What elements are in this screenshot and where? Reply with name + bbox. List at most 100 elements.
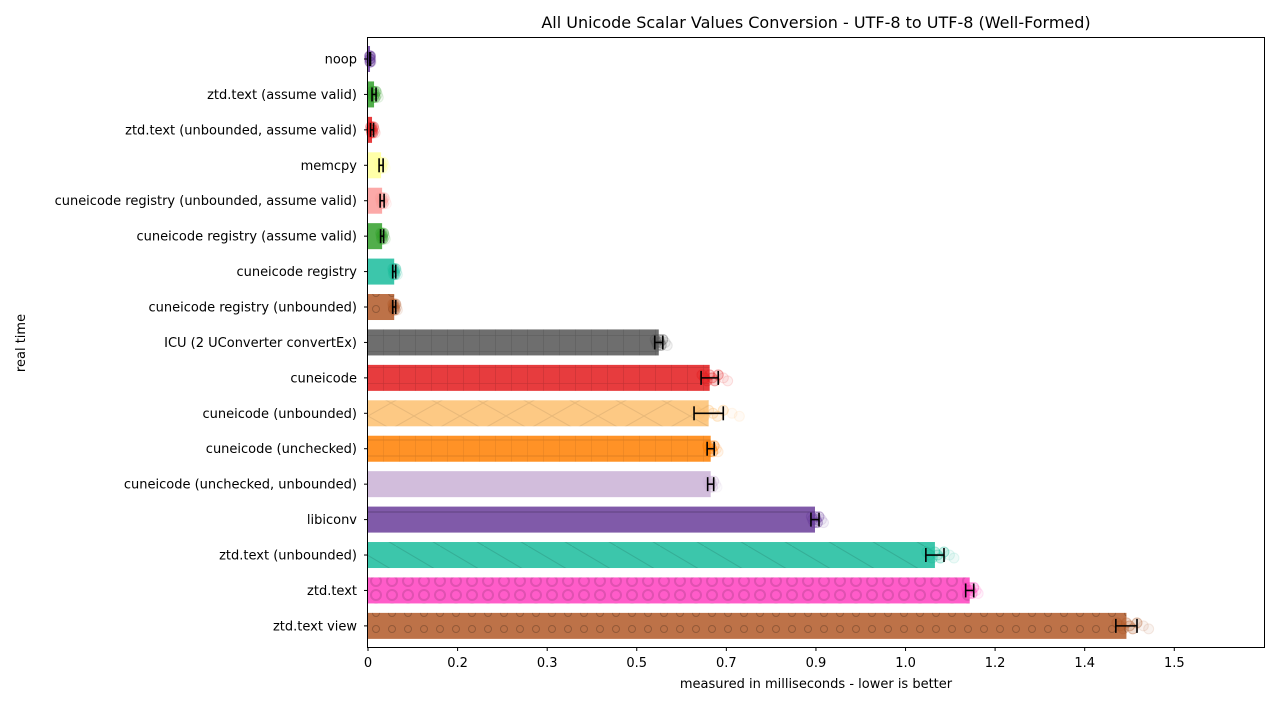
error-bar xyxy=(706,477,715,492)
bar-group xyxy=(368,152,382,179)
bar-group xyxy=(368,223,383,250)
y-tick-labels: noop ztd.text (assume valid) ztd.text (unb… xyxy=(55,53,368,634)
y-tick-label: libiconv xyxy=(307,513,357,528)
bar-group xyxy=(368,294,395,321)
bar-group xyxy=(368,435,711,462)
error-bar xyxy=(368,52,372,66)
error-bar xyxy=(706,441,716,456)
sample-point xyxy=(817,517,829,529)
error-bar xyxy=(371,87,377,102)
bar-hatch xyxy=(368,577,970,604)
sample-point xyxy=(1137,620,1149,632)
bar-group xyxy=(368,187,383,214)
x-tick-label: 1.4 xyxy=(1074,656,1095,671)
y-tick-label: ztd.text (unbounded, assume valid) xyxy=(125,123,357,138)
sample-point xyxy=(712,446,724,458)
markers-layer xyxy=(364,50,1155,635)
sample-point xyxy=(368,124,380,136)
bar-hatch xyxy=(368,294,395,321)
bar-hatch xyxy=(368,329,659,356)
y-tick-label: ztd.text (assume valid) xyxy=(207,88,357,103)
bar xyxy=(368,258,395,285)
error-bar xyxy=(693,406,725,421)
error-bar xyxy=(378,158,384,173)
bar-group xyxy=(368,81,375,108)
y-tick-label: cuneicode (unbounded) xyxy=(202,407,357,422)
error-bar xyxy=(379,229,385,244)
bar-group xyxy=(368,506,815,533)
sample-point xyxy=(661,339,673,351)
error-bar xyxy=(1115,618,1138,633)
sample-point xyxy=(711,481,723,493)
x-tick-label: 1.2 xyxy=(985,656,1006,671)
bar-hatch xyxy=(368,400,709,427)
sample-point xyxy=(379,230,391,242)
error-bar xyxy=(391,300,397,315)
y-tick-label: cuneicode registry (unbounded) xyxy=(149,301,358,316)
y-tick-label: cuneicode (unchecked) xyxy=(206,442,357,457)
x-axis-label: measured in milliseconds - lower is bett… xyxy=(680,677,953,692)
y-tick-label: cuneicode registry xyxy=(236,265,357,280)
sample-point xyxy=(972,587,984,599)
y-tick-label: ztd.text view xyxy=(273,619,357,634)
x-tick-label: 0.3 xyxy=(537,656,558,671)
error-bar xyxy=(700,370,720,385)
bar-group xyxy=(368,542,935,569)
error-bar xyxy=(369,122,375,137)
x-tick-label: 1.0 xyxy=(895,656,916,671)
bars-layer xyxy=(368,46,1127,639)
bar-hatch xyxy=(368,612,1127,639)
y-tick-label: memcpy xyxy=(301,159,358,174)
bar-hatch xyxy=(368,542,935,569)
y-tick-label: cuneicode registry (unbounded, assume va… xyxy=(55,194,357,209)
bar-hatch xyxy=(368,364,710,391)
bar-hatch xyxy=(368,435,711,462)
bar-group xyxy=(368,329,659,356)
sample-point xyxy=(726,407,738,419)
sample-point xyxy=(948,552,960,564)
y-tick-label: ztd.text xyxy=(307,584,357,599)
error-bar xyxy=(653,335,664,350)
x-tick-label: 0.9 xyxy=(806,656,827,671)
plot-frame xyxy=(367,37,1265,648)
sample-point xyxy=(722,375,734,387)
bar xyxy=(368,187,383,214)
error-bar xyxy=(925,548,945,563)
x-tick-label: 0.7 xyxy=(716,656,737,671)
bar-group xyxy=(368,612,1127,639)
x-tick-label: 0.2 xyxy=(447,656,468,671)
sample-point xyxy=(376,227,388,239)
bar xyxy=(368,223,383,250)
error-bar xyxy=(810,512,820,527)
sample-point xyxy=(1143,623,1155,635)
x-tick-label: 1.5 xyxy=(1164,656,1185,671)
y-tick-label: ICU (2 UConverter convertEx) xyxy=(164,336,357,351)
y-tick-label: ztd.text (unbounded) xyxy=(219,549,357,564)
y-tick-label: cuneicode (unchecked, unbounded) xyxy=(124,478,357,493)
bar-group xyxy=(368,400,709,427)
y-axis-label: real time xyxy=(14,314,29,372)
y-tick-label: cuneicode xyxy=(290,371,357,386)
sample-point xyxy=(388,298,400,310)
bar xyxy=(368,471,711,498)
bar-hatch xyxy=(368,506,815,533)
error-bar xyxy=(391,264,397,279)
sample-point xyxy=(391,301,403,313)
sample-point xyxy=(388,263,400,275)
bar xyxy=(368,152,382,179)
y-tick-label: cuneicode registry (assume valid) xyxy=(136,230,357,245)
error-bar xyxy=(964,583,975,598)
bar-group xyxy=(368,577,970,604)
x-axis-ticks: 0 0.2 0.3 0.5 0.7 0.9 1.0 1.2 1.4 1.5 xyxy=(364,647,1185,671)
sample-point xyxy=(733,410,745,422)
x-tick-label: 0.5 xyxy=(626,656,647,671)
bar xyxy=(368,81,375,108)
sample-point xyxy=(391,266,403,278)
bar-group xyxy=(368,471,711,498)
bar-group xyxy=(368,364,710,391)
error-bar xyxy=(379,193,385,208)
bar-group xyxy=(368,258,395,285)
x-tick-label: 0 xyxy=(364,656,372,671)
